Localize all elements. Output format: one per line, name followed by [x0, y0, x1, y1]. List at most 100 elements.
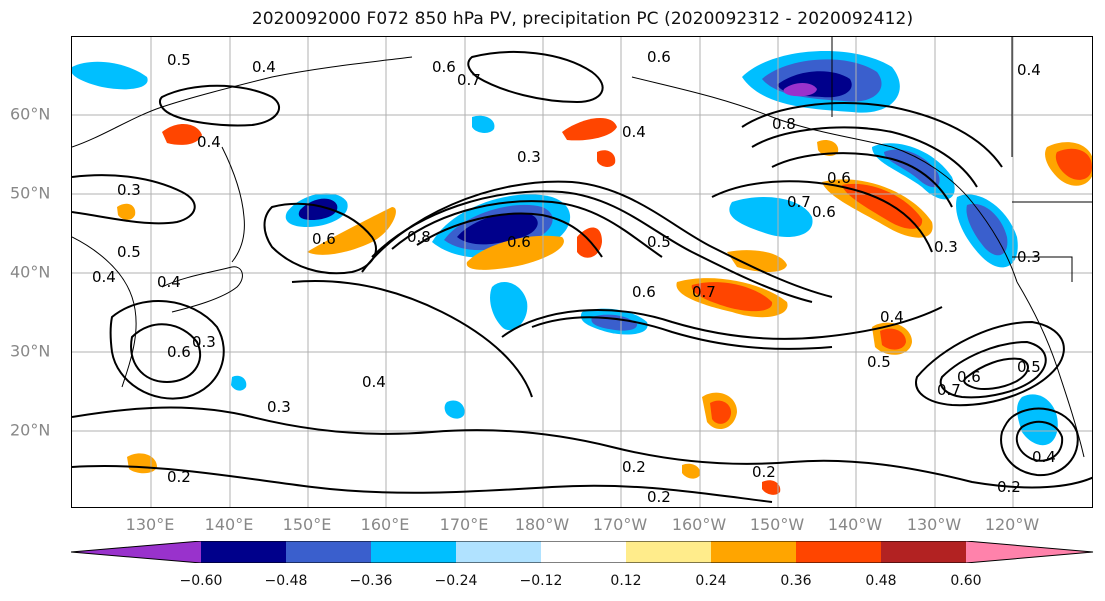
lon-label-130e: 130°E	[125, 515, 175, 534]
neg-anomaly-blob	[490, 282, 528, 331]
colorbar-outline	[71, 541, 1094, 563]
pos-anomaly-blob	[710, 400, 732, 424]
contour-label: 0.6	[812, 203, 836, 221]
contour-label: 0.6	[167, 343, 191, 361]
contour-label: 0.5	[647, 233, 671, 251]
contour-label: 0.6	[632, 283, 656, 301]
contour-label: 0.5	[117, 243, 141, 261]
contour-label: 0.6	[312, 230, 336, 248]
contour-label: 0.7	[937, 381, 961, 399]
contour-label: 0.4	[880, 308, 904, 326]
lat-label-50n: 50°N	[10, 183, 51, 203]
contour-label: 0.5	[167, 51, 191, 69]
pv-contours	[72, 51, 1092, 503]
lon-label-140e: 140°E	[204, 515, 254, 534]
colorbar-tick-label: 0.36	[780, 573, 812, 589]
neg-anomaly-blob	[231, 375, 247, 391]
contour-label: 0.2	[167, 468, 191, 486]
neg-anomaly-blob	[1017, 394, 1058, 446]
pos-anomaly-blob	[817, 140, 839, 156]
lon-label-170w: 170°W	[592, 515, 648, 534]
lon-label-120w: 120°W	[984, 515, 1040, 534]
contour-label: 0.4	[362, 373, 386, 391]
contour-label: 0.4	[252, 58, 276, 76]
contour-label: 0.8	[407, 228, 431, 246]
colorbar-segment	[711, 541, 796, 563]
lat-label-60n: 60°N	[10, 104, 51, 124]
colorbar-tick-label: −0.60	[179, 573, 223, 589]
contour-labels: 0.5 0.4 0.6 0.7 0.6 0.4 0.8 0.4 0.3 0.5 …	[92, 48, 1056, 506]
colorbar-tick-label: −0.24	[434, 573, 478, 589]
pos-anomaly-blob	[682, 463, 701, 479]
pos-anomaly-blob	[162, 124, 202, 145]
colorbar-segment	[626, 541, 711, 563]
contour-label: 0.6	[827, 169, 851, 187]
contour-label: 0.5	[1017, 358, 1041, 376]
pos-anomaly-blob	[562, 117, 617, 141]
contour-label: 0.7	[457, 71, 481, 89]
colorbar-tick-label: 0.48	[865, 573, 897, 589]
contour-label: 0.6	[507, 233, 531, 251]
pos-anomaly-blob	[597, 150, 616, 167]
colorbar-segment	[201, 541, 286, 563]
contour-label: 0.6	[432, 58, 456, 76]
colorbar-segment	[456, 541, 541, 563]
lat-label-30n: 30°N	[10, 341, 51, 361]
contour-label: 0.3	[192, 333, 216, 351]
contour-label: 0.2	[997, 478, 1021, 496]
lon-label-140w: 140°W	[827, 515, 883, 534]
pos-anomaly-blob	[691, 282, 773, 312]
contour-label: 0.7	[787, 193, 811, 211]
colorbar-segment	[71, 541, 201, 563]
colorbar-tick-label: −0.12	[519, 573, 563, 589]
lat-label-20n: 20°N	[10, 420, 51, 440]
pos-anomaly-blob	[842, 183, 923, 229]
contour-label: 0.3	[117, 181, 141, 199]
contour-label: 0.4	[197, 133, 221, 151]
graticule	[72, 37, 1092, 507]
neg-anomaly-blob	[457, 212, 538, 245]
pos-anomaly-blob	[1055, 148, 1092, 180]
neg-anomaly-blob	[729, 197, 813, 237]
contour-label: 0.6	[647, 48, 671, 66]
colorbar-segment	[371, 541, 456, 563]
pos-anomaly-blob	[466, 235, 564, 270]
neg-anomaly-blob	[783, 83, 817, 97]
colorbar	[71, 541, 1094, 563]
colorbar-segment	[881, 541, 966, 563]
contour-label: 0.2	[622, 458, 646, 476]
pos-anomaly-blob	[727, 250, 787, 272]
colorbar-tick-label: −0.48	[264, 573, 308, 589]
map-canvas: 0.5 0.4 0.6 0.7 0.6 0.4 0.8 0.4 0.3 0.5 …	[72, 37, 1092, 507]
neg-anomaly-blob	[884, 149, 940, 188]
colorbar-segment	[796, 541, 881, 563]
lon-label-150w: 150°W	[749, 515, 805, 534]
contour-label: 0.4	[157, 273, 181, 291]
lon-label-170e: 170°E	[439, 515, 489, 534]
pos-anomaly-blob	[307, 207, 396, 255]
pos-anomaly-blob	[117, 203, 136, 220]
pos-anomaly-blob	[762, 480, 781, 495]
contour-label: 0.4	[1017, 61, 1041, 79]
lon-label-160e: 160°E	[360, 515, 410, 534]
lon-label-180w: 180°W	[514, 515, 570, 534]
lat-label-40n: 40°N	[10, 262, 51, 282]
contour-label: 0.3	[934, 238, 958, 256]
map-plot-area: 0.5 0.4 0.6 0.7 0.6 0.4 0.8 0.4 0.3 0.5 …	[71, 36, 1093, 508]
contour-label: 0.7	[692, 283, 716, 301]
contour-label: 0.2	[752, 463, 776, 481]
lon-label-150e: 150°E	[282, 515, 332, 534]
colorbar-segment	[286, 541, 371, 563]
colorbar-tick-label: 0.12	[610, 573, 642, 589]
precip-shading	[72, 50, 1092, 495]
neg-anomaly-blob	[72, 61, 148, 90]
map-title: 2020092000 F072 850 hPa PV, precipitatio…	[251, 9, 914, 29]
colorbar-tick-label: 0.60	[950, 573, 982, 589]
contour-label: 0.8	[772, 115, 796, 133]
colorbar-tick-label: 0.24	[695, 573, 727, 589]
contour-label: 0.6	[957, 368, 981, 386]
contour-label: 0.2	[647, 488, 671, 506]
neg-anomaly-blob	[472, 115, 495, 133]
pos-anomaly-blob	[127, 453, 157, 474]
